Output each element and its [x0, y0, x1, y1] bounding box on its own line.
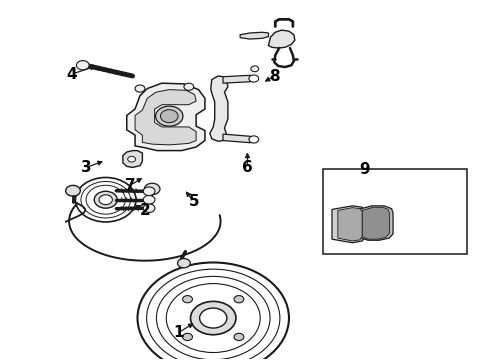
Circle shape: [199, 308, 227, 328]
Circle shape: [145, 183, 160, 195]
Polygon shape: [127, 83, 205, 150]
Circle shape: [128, 156, 136, 162]
Text: 9: 9: [359, 162, 370, 177]
Circle shape: [99, 195, 112, 204]
Polygon shape: [362, 207, 390, 239]
Circle shape: [249, 75, 259, 82]
Polygon shape: [223, 75, 255, 83]
Text: 7: 7: [125, 178, 136, 193]
Text: 6: 6: [242, 160, 253, 175]
Text: 3: 3: [81, 160, 92, 175]
Text: 2: 2: [140, 203, 150, 218]
Polygon shape: [210, 76, 228, 141]
Polygon shape: [269, 30, 295, 48]
Polygon shape: [123, 150, 143, 167]
Polygon shape: [135, 90, 196, 145]
Circle shape: [184, 83, 194, 90]
Circle shape: [234, 296, 244, 303]
Text: 5: 5: [188, 194, 199, 209]
Polygon shape: [338, 208, 362, 241]
Circle shape: [249, 136, 259, 143]
Circle shape: [66, 185, 80, 196]
Circle shape: [183, 333, 193, 341]
Circle shape: [156, 106, 183, 126]
Text: 1: 1: [174, 325, 184, 340]
Circle shape: [177, 258, 190, 268]
Bar: [323, 169, 467, 253]
Circle shape: [76, 60, 89, 70]
Circle shape: [135, 85, 145, 92]
Text: 8: 8: [269, 68, 280, 84]
Polygon shape: [223, 134, 255, 143]
Circle shape: [94, 191, 117, 208]
Circle shape: [183, 296, 193, 303]
Circle shape: [160, 110, 178, 123]
Circle shape: [234, 333, 244, 341]
Polygon shape: [332, 206, 365, 243]
Circle shape: [191, 301, 236, 335]
Circle shape: [143, 195, 155, 204]
Polygon shape: [240, 32, 269, 39]
Circle shape: [143, 187, 155, 195]
Text: 4: 4: [66, 67, 77, 82]
Polygon shape: [358, 206, 393, 240]
Circle shape: [251, 66, 259, 72]
Circle shape: [143, 204, 155, 212]
